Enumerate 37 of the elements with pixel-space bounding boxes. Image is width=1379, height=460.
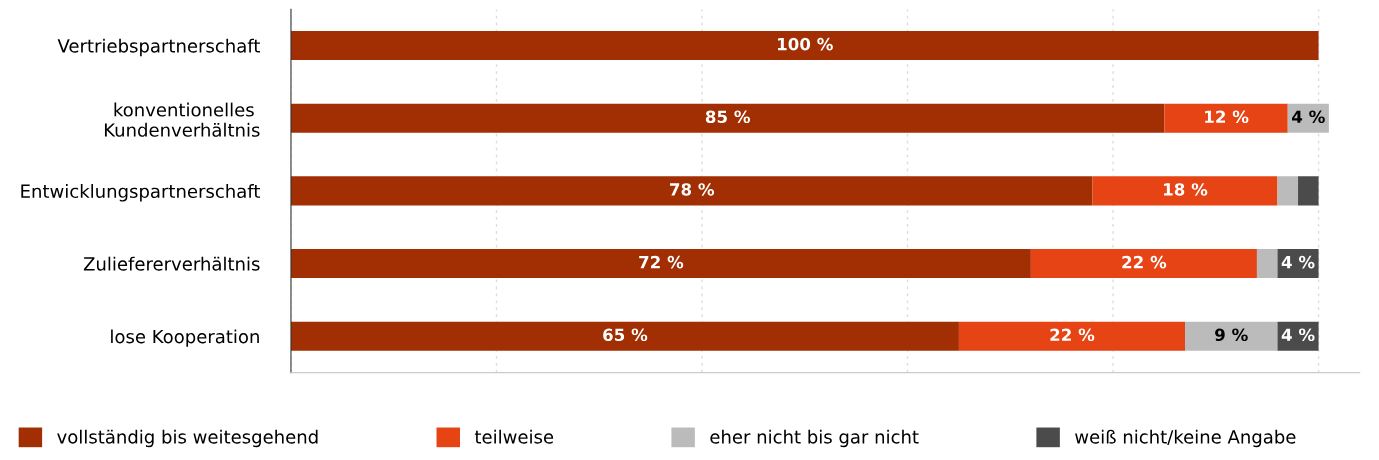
data-label: 18 % bbox=[1164, 183, 1208, 196]
data-label: 4 % bbox=[1292, 110, 1325, 124]
bar bbox=[290, 31, 1319, 61]
bar bbox=[1256, 249, 1278, 279]
legend-label: weiß nicht/keine Angabe bbox=[1075, 429, 1296, 448]
y-tick-label: lose Kooperation bbox=[111, 329, 259, 347]
data-label: 4 % bbox=[1281, 255, 1315, 269]
data-label: 100 % bbox=[778, 37, 833, 51]
bar bbox=[290, 103, 1165, 133]
bar bbox=[1277, 249, 1319, 279]
y-tick-label: konventionelles Kundenverhältnis bbox=[104, 102, 260, 137]
bar bbox=[1298, 176, 1319, 206]
bar bbox=[1030, 249, 1257, 279]
bar bbox=[290, 176, 1093, 206]
bar bbox=[290, 249, 1031, 279]
data-label: 12 % bbox=[1205, 110, 1249, 124]
legend-label: vollständig bis weitesgehend bbox=[57, 429, 318, 448]
bar bbox=[958, 321, 1185, 351]
bar bbox=[1277, 321, 1319, 351]
bar bbox=[1185, 321, 1278, 351]
data-label: 85 % bbox=[705, 110, 751, 124]
data-label: 65 % bbox=[603, 328, 648, 342]
bar bbox=[1092, 176, 1278, 206]
bar bbox=[1164, 103, 1288, 133]
y-tick-label: Vertriebspartnerschaft bbox=[57, 38, 260, 57]
bar bbox=[290, 321, 959, 351]
data-label: 22 % bbox=[1122, 255, 1167, 269]
data-label: 4 % bbox=[1281, 328, 1315, 342]
y-tick-label: Zuliefererverhältnis bbox=[83, 256, 260, 271]
data-label: 9 % bbox=[1215, 328, 1248, 342]
y-tick-label: Entwicklungspartnerschaft bbox=[21, 184, 260, 202]
data-label: 78 % bbox=[670, 183, 715, 196]
data-label: 72 % bbox=[639, 255, 684, 269]
legend-label: eher nicht bis gar nicht bbox=[710, 429, 919, 448]
bar bbox=[1277, 176, 1299, 206]
legend-label: teilweise bbox=[474, 429, 554, 444]
data-label: 22 % bbox=[1050, 328, 1095, 342]
